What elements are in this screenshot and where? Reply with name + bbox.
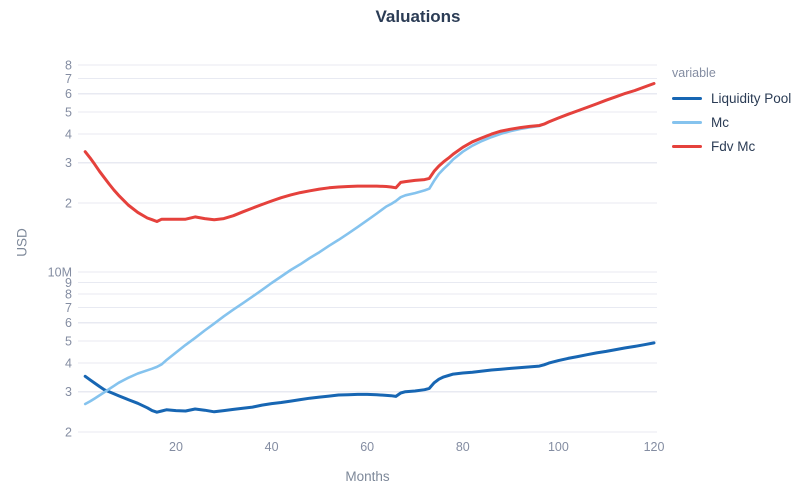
x-tick-label: 100 — [548, 440, 569, 454]
legend-swatch-mc — [672, 121, 702, 124]
y-tick-label: 5 — [65, 334, 72, 348]
x-tick-label: 20 — [169, 440, 183, 454]
y-tick-label: 7 — [65, 72, 72, 86]
y-tick-label: 4 — [65, 128, 72, 142]
series-line-fdv-mc — [83, 82, 656, 223]
legend-swatch-liquidity-pool — [672, 97, 702, 100]
series-line-mc — [83, 82, 656, 406]
legend-swatch-fdv-mc — [672, 145, 702, 148]
x-tick-label: 80 — [456, 440, 470, 454]
y-tick-label: 3 — [65, 156, 72, 170]
x-tick-label: 120 — [644, 440, 665, 454]
series-line-liquidity-pool — [83, 341, 656, 414]
y-tick-label: 4 — [65, 357, 72, 371]
y-tick-label: 8 — [65, 59, 72, 73]
legend-label-mc: Mc — [711, 115, 729, 130]
x-axis-title: Months — [345, 469, 390, 484]
legend-item-fdv-mc[interactable]: Fdv Mc — [672, 138, 791, 155]
x-tick-label: 40 — [265, 440, 279, 454]
legend-item-mc[interactable]: Mc — [672, 114, 791, 131]
y-tick-label: 6 — [65, 87, 72, 101]
y-tick-label: 5 — [65, 105, 72, 119]
y-tick-label: 8 — [65, 288, 72, 302]
y-tick-label: 6 — [65, 316, 72, 330]
y-tick-label: 9 — [65, 276, 72, 290]
y-tick-label: 3 — [65, 385, 72, 399]
legend-item-liquidity-pool[interactable]: Liquidity Pool — [672, 90, 791, 107]
legend-label-fdv-mc: Fdv Mc — [711, 139, 756, 154]
chart-title: Valuations — [375, 7, 461, 26]
y-tick-label: 2 — [65, 197, 72, 211]
y-tick-label: 10M — [48, 265, 72, 279]
y-tick-label: 2 — [65, 426, 72, 440]
x-tick-label: 60 — [360, 440, 374, 454]
y-axis-title: USD — [14, 228, 30, 257]
legend-label-liquidity-pool: Liquidity Pool — [711, 91, 792, 106]
y-tick-label: 7 — [65, 301, 72, 315]
legend: variable Liquidity Pool Mc Fdv Mc — [672, 66, 791, 162]
legend-title: variable — [672, 66, 716, 80]
